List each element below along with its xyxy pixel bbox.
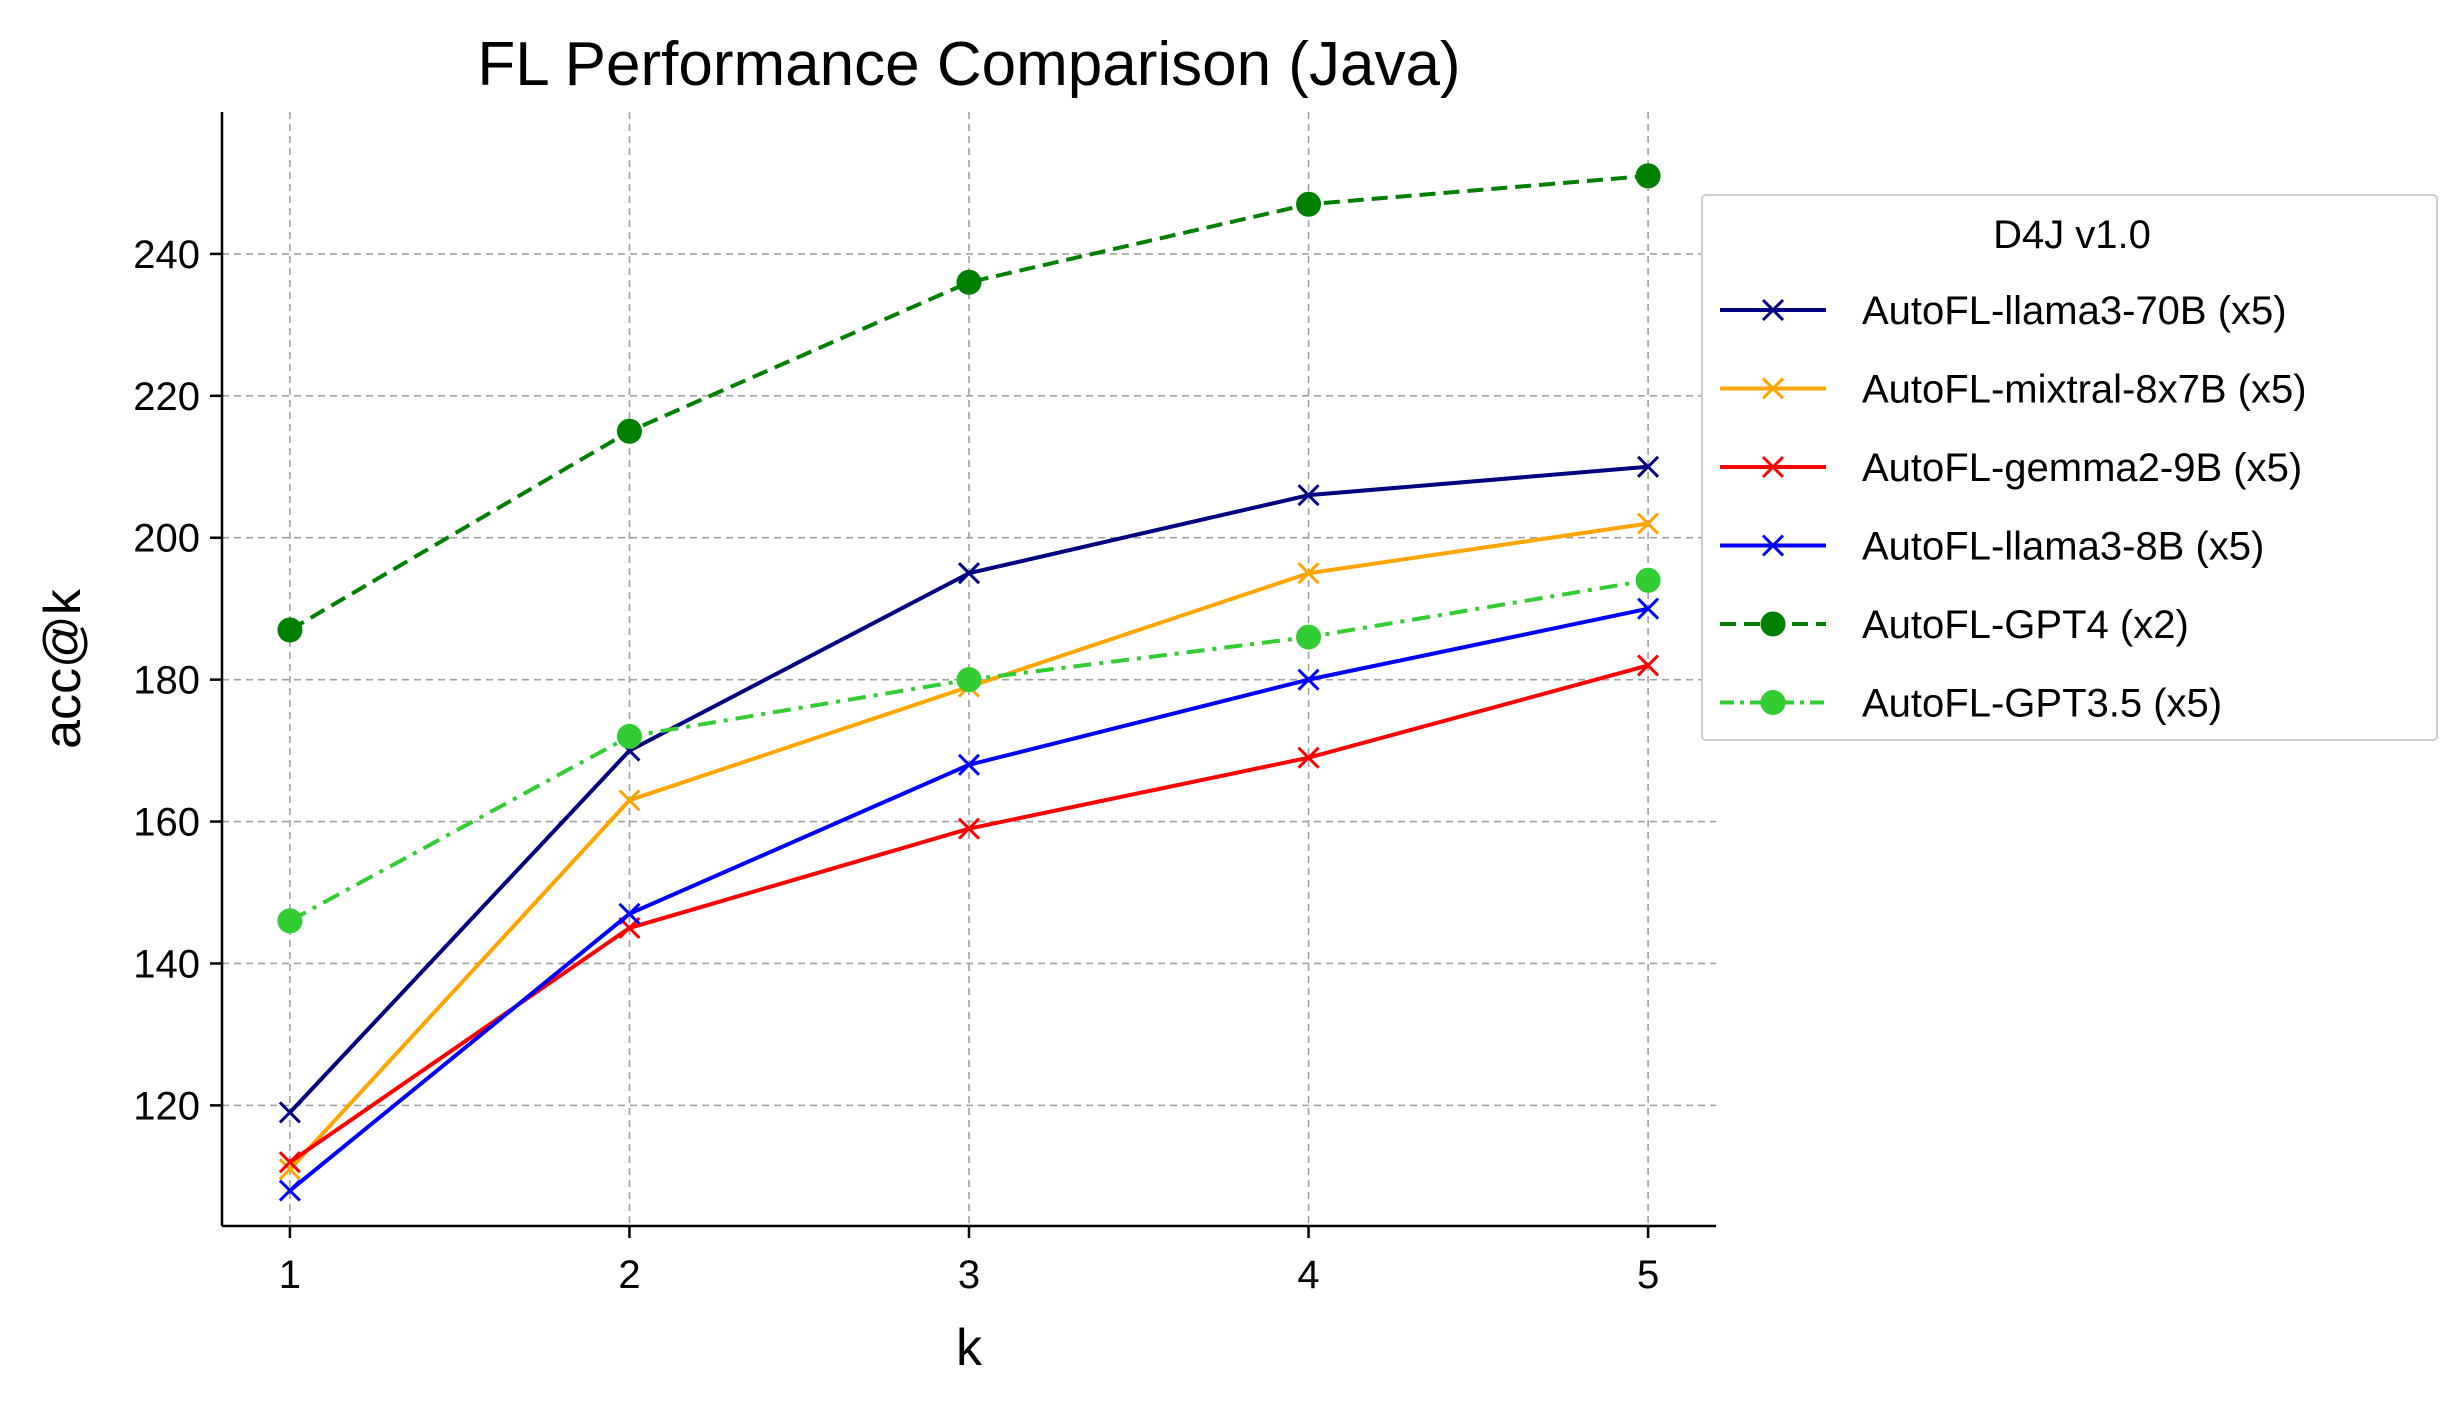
marker-stroke: [957, 817, 981, 840]
legend-item: AutoFL-llama3-70B (x5): [1720, 289, 2287, 333]
legend-label: AutoFL-GPT3.5 (x5): [1862, 682, 2222, 726]
x-axis-ticks: 1 2 3 4 5: [279, 1226, 1659, 1297]
legend-title: D4J v1.0: [1993, 213, 2151, 257]
data-point: [957, 817, 981, 840]
legend-label: AutoFL-llama3-8B (x5): [1862, 525, 2264, 569]
marker-stroke: [618, 902, 641, 925]
marker-stroke: [1297, 484, 1320, 507]
data-point: [1637, 597, 1660, 620]
data-point: [1297, 562, 1320, 585]
y-tick-label: 200: [133, 517, 200, 561]
series-line: [288, 173, 1649, 632]
legend-swatch-marker: [1761, 377, 1785, 400]
y-tick-label: 160: [133, 801, 200, 845]
legend-item: AutoFL-GPT4 (x2): [1720, 603, 2189, 647]
data-point: [1637, 512, 1660, 535]
y-tick-label: 240: [133, 233, 200, 277]
marker-stroke: [1297, 668, 1320, 691]
series-autofl-gpt4-x2: [277, 163, 1661, 643]
data-point: [1637, 455, 1660, 478]
y-tick-label: 220: [133, 375, 200, 419]
legend-swatch-marker: [1761, 298, 1785, 322]
data-point: [1637, 654, 1660, 677]
data-point: [616, 418, 642, 444]
series-line: [288, 606, 1649, 1193]
data-point: [616, 723, 642, 749]
data-point: [278, 1151, 301, 1174]
y-tick-label: 140: [133, 942, 200, 986]
data-point: [1297, 746, 1320, 769]
y-tick-label: 120: [133, 1084, 200, 1128]
data-point: [1297, 484, 1320, 507]
marker-stroke: [1637, 455, 1660, 478]
data-point: [1635, 567, 1661, 593]
legend-label: AutoFL-mixtral-8x7B (x5): [1862, 368, 2307, 412]
series-autofl-llama3-70b-x5: [278, 455, 1660, 1124]
data-point: [1635, 163, 1661, 189]
marker-stroke: [957, 562, 981, 585]
series-autofl-gemma2-9b-x5: [278, 654, 1660, 1174]
marker-stroke: [1297, 562, 1320, 585]
marker-stroke: [1761, 455, 1785, 479]
marker-stroke: [278, 1101, 301, 1124]
marker-stroke: [1637, 597, 1660, 620]
marker-stroke: [1637, 512, 1660, 535]
x-tick-label: 5: [1637, 1253, 1659, 1297]
legend-items: AutoFL-llama3-70B (x5) AutoFL-mixtral-8x7…: [1720, 289, 2307, 726]
legend-label: AutoFL-llama3-70B (x5): [1862, 289, 2287, 333]
legend-item: AutoFL-llama3-8B (x5): [1720, 525, 2264, 569]
x-tick-label: 1: [279, 1253, 301, 1297]
legend-item: AutoFL-GPT3.5 (x5): [1720, 682, 2222, 726]
legend-swatch-marker: [1761, 534, 1785, 557]
legend-swatch-marker: [1760, 611, 1786, 637]
marker-stroke: [278, 1151, 301, 1174]
marker-stroke: [1761, 377, 1785, 400]
marker-stroke: [618, 789, 641, 812]
data-point: [277, 617, 303, 643]
marker-stroke: [1761, 298, 1785, 322]
data-point: [618, 902, 641, 925]
axes: 1 2 3 4 5 120 140 160 180 200 220 240: [133, 112, 1716, 1297]
legend-swatch-marker: [1760, 690, 1786, 715]
legend-box: [1701, 194, 2438, 741]
marker-stroke: [1761, 534, 1785, 557]
data-point: [956, 667, 982, 693]
data-point: [1296, 191, 1322, 217]
marker-stroke: [1297, 746, 1320, 769]
legend-swatch-marker: [1761, 455, 1785, 479]
x-tick-label: 4: [1297, 1253, 1319, 1297]
data-point: [278, 1158, 301, 1181]
series-lines: [277, 163, 1661, 1202]
marker-stroke: [278, 1158, 301, 1181]
data-point: [956, 269, 982, 295]
data-point: [618, 789, 641, 812]
data-point: [1296, 624, 1322, 650]
marker-stroke: [957, 753, 981, 776]
data-point: [1297, 668, 1320, 691]
legend-label: AutoFL-gemma2-9B (x5): [1862, 446, 2302, 490]
x-tick-label: 2: [618, 1253, 640, 1297]
marker-stroke: [1637, 654, 1660, 677]
y-tick-label: 180: [133, 659, 200, 703]
chart-title: FL Performance Comparison (Java): [477, 30, 1460, 99]
data-point: [957, 753, 981, 776]
data-point: [278, 1101, 301, 1124]
series-autofl-llama3-8b-x5: [278, 597, 1660, 1202]
x-axis-label: k: [956, 1319, 983, 1377]
data-point: [277, 908, 303, 934]
y-axis-label: acc@k: [34, 588, 92, 749]
data-point: [278, 1179, 301, 1202]
legend-item: AutoFL-gemma2-9B (x5): [1720, 446, 2302, 490]
series-autofl-gpt3-5-x5: [277, 567, 1661, 934]
y-axis-ticks: 120 140 160 180 200 220 240: [133, 233, 222, 1128]
legend-label: AutoFL-GPT4 (x2): [1862, 603, 2189, 647]
x-tick-label: 3: [958, 1253, 980, 1297]
data-point: [957, 562, 981, 585]
marker-stroke: [278, 1179, 301, 1202]
legend: D4J v1.0 AutoFL-llama3-70B (x5) AutoFL-mi…: [1701, 194, 2438, 741]
legend-item: AutoFL-mixtral-8x7B (x5): [1720, 368, 2307, 412]
